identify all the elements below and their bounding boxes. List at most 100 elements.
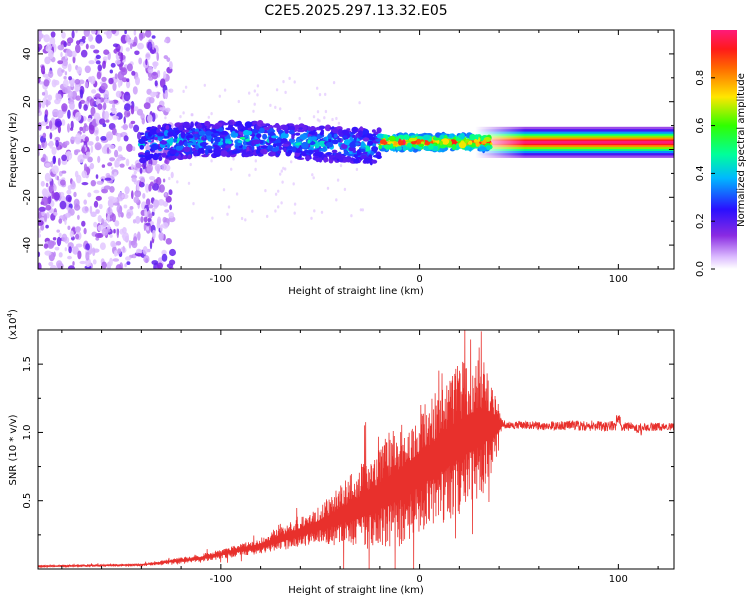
noise-speckle [74,226,81,233]
noise-speckle [311,173,314,177]
noise-speckle [95,34,103,44]
signal-blob [352,149,357,153]
noise-speckle [161,163,167,171]
x-tick-label: 100 [609,274,628,285]
noise-speckle [117,71,125,81]
signal-blob [478,146,487,152]
signal-blob [475,134,479,141]
noise-speckle [133,170,137,175]
noise-speckle [62,79,69,88]
signal-blob [152,156,159,161]
noise-speckle [169,248,176,257]
signal-blob [187,154,192,160]
noise-speckle [90,145,94,153]
noise-speckle [60,51,63,58]
signal-blob [451,143,457,151]
signal-blob [425,141,431,146]
noise-speckle [155,177,162,186]
signal-blob [473,139,478,143]
noise-speckle [164,192,167,196]
noise-speckle [83,104,88,111]
noise-speckle [310,216,313,220]
signal-blob [156,128,161,134]
signal-blob [237,140,243,144]
noise-speckle [147,114,153,123]
signal-blob [178,140,184,146]
y-tick-label: 40 [22,48,33,61]
noise-speckle [109,144,115,150]
noise-speckle [323,116,326,120]
noise-speckle [114,149,119,158]
noise-speckle [75,243,83,248]
noise-speckle [90,75,96,85]
noise-speckle [44,114,48,123]
signal-blob [256,133,262,139]
noise-speckle [134,50,140,56]
noise-speckle [95,209,100,214]
noise-speckle [73,204,81,211]
signal-blob [205,130,212,136]
noise-speckle [131,70,136,76]
x-tick-label: -100 [209,574,232,585]
noise-speckle [130,120,136,125]
noise-speckle [58,232,62,238]
noise-speckle [75,111,82,122]
snr-multiplier-exponent: 4 [6,312,14,317]
noise-speckle [251,209,254,213]
noise-speckle [123,91,131,102]
signal-blob [169,149,177,155]
signal-blob [307,139,311,144]
noise-speckle [71,180,76,188]
x-tick-label: -100 [209,274,232,285]
signal-blob [282,124,289,131]
noise-speckle [145,183,150,193]
signal-blob [349,141,356,148]
noise-speckle [96,180,104,185]
spectrogram-panel: -100 0 100 -40 -20 0 20 40 Height of straight … [8,29,675,297]
noise-speckle [264,189,267,193]
signal-blob [272,124,281,128]
signal-blob [324,124,332,132]
signal-blob [260,149,265,154]
noise-speckle [143,255,150,264]
snr-series-line [38,330,674,569]
noise-speckle [150,91,157,98]
noise-speckle [113,250,118,257]
noise-speckle [61,119,66,126]
signal-blob [406,147,410,150]
noise-speckle [40,157,46,163]
x-tick-label: 0 [416,274,422,285]
spectrogram-y-label: Frequency (Hz) [8,112,19,188]
noise-speckle [124,263,127,268]
noise-speckle [102,123,107,128]
noise-speckle [335,116,338,121]
noise-speckle [78,101,82,110]
noise-speckle [48,261,54,267]
signal-blob [403,134,410,141]
noise-speckle [102,56,108,62]
noise-speckle [176,180,179,184]
signal-blob [161,152,167,158]
noise-speckle [112,197,118,203]
noise-speckle [101,218,104,225]
noise-speckle [169,61,173,70]
signal-blob [399,140,404,146]
noise-speckle [54,136,61,142]
noise-speckle [83,123,87,128]
tone-band-layer [475,140,674,144]
noise-speckle [110,62,116,68]
noise-speckle [57,157,61,166]
noise-speckle [162,178,166,183]
noise-speckle [44,250,52,256]
noise-speckle [280,201,283,205]
noise-speckle [101,228,109,236]
noise-speckle [56,236,62,247]
signal-blob [186,134,194,139]
signal-blob [251,128,259,134]
noise-speckle [324,109,328,114]
signal-blob [243,129,251,136]
signal-blob [459,132,465,140]
noise-speckle [331,117,334,122]
noise-speckle [170,171,174,179]
noise-speckle [133,30,137,36]
